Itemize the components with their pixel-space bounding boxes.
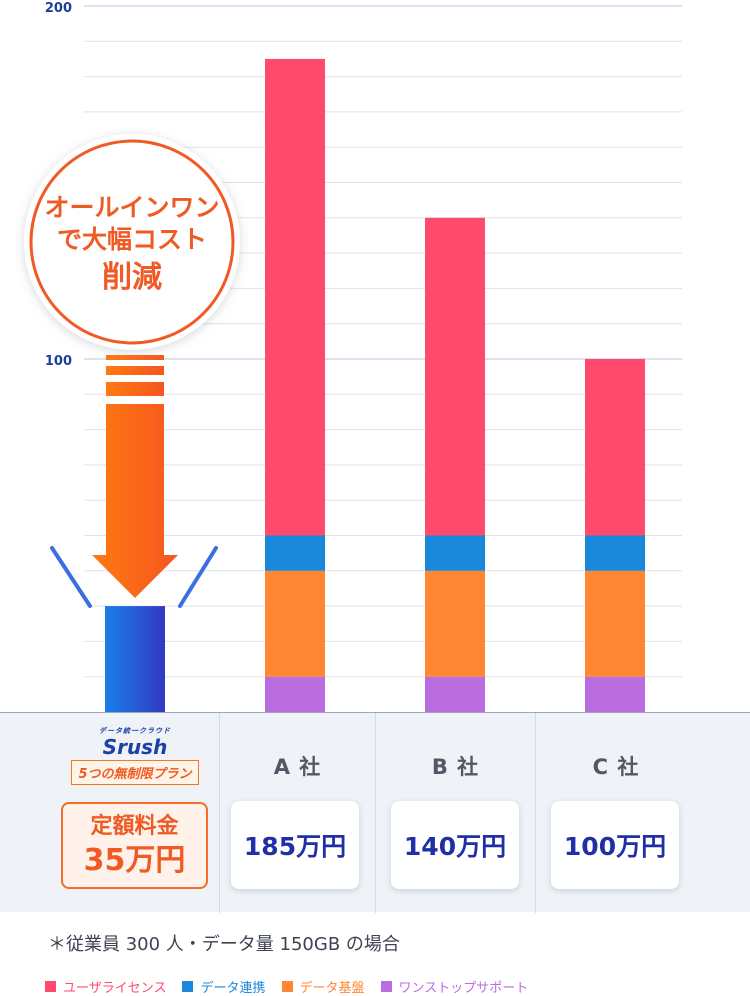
y-axis-ticks: 200 100 [45,1,72,369]
legend-item: ユーザライセンス [45,977,166,996]
bar-segment [265,58,325,536]
company-b-column: B 社 140万円 [376,713,536,913]
stacked-bar-chart: 200 100 オールインワン で大幅コスト 削減 [24,1,682,712]
bar-segment [425,570,485,677]
legend-label: データ基盤 [299,981,365,996]
bar-segment [425,217,485,536]
badge-line-1: オールインワン [44,193,219,222]
srush-logo: Srush [102,735,168,759]
legend-label: データ連携 [200,981,266,996]
arrow-stripe [106,382,164,396]
company-a-name: A 社 [273,755,322,779]
bar-segment [585,676,645,712]
badge-line-2: で大幅コスト [57,225,207,254]
legend-item: データ連携 [182,977,266,996]
legend-swatch [380,981,392,992]
footnote: ＊従業員 300 人・データ量 150GB の場合 [48,934,400,955]
bar-segment [585,535,645,571]
company-price-band: データ統一クラウド Srush 5つの無制限プラン 定額料金 35万円 A 社 … [0,712,750,913]
arrow-stripe [106,355,164,360]
bar-segment [425,676,485,712]
y-tick-label: 100 [45,354,72,369]
srush-highlight [50,355,218,608]
company-c-column: C 社 100万円 [536,713,750,913]
srush-plan-badge: 5つの無制限プラン [71,760,199,785]
srush-tagline: データ統一クラウド [99,727,171,735]
legend-label: ユーザライセンス [63,981,167,996]
legend-swatch [45,981,56,992]
company-c-price-card: 100万円 [551,801,679,889]
bar-segment [425,535,485,571]
down-arrow-icon [92,404,178,598]
company-b-name: B 社 [431,755,480,779]
srush-price-label: 定額料金 [90,814,179,839]
company-a-price-card: 185万円 [231,801,359,889]
srush-price: 35万円 [83,843,186,878]
bar-segment [265,535,325,571]
srush-price-card: 定額料金 35万円 [61,802,208,889]
bar-segment [265,570,325,677]
cost-reduction-badge: オールインワン で大幅コスト 削減 [24,134,240,350]
bars [105,58,645,712]
legend-swatch [281,981,293,992]
srush-logo-block: データ統一クラウド Srush 5つの無制限プラン [70,727,200,797]
company-b-price-card: 140万円 [391,801,519,889]
bar-segment [585,359,645,536]
legend: ユーザライセンス データ連携 データ基盤 ワンストップサポート [45,977,528,996]
badge-line-3: 削減 [102,260,162,295]
bar-srush [105,606,165,712]
company-c-name: C 社 [592,755,640,779]
legend-label: ワンストップサポート [398,981,529,996]
legend-swatch [182,981,194,992]
y-tick-label: 200 [45,1,72,16]
bar-segment [265,676,325,712]
legend-item: データ基盤 [281,977,365,996]
right-spark-line [178,546,218,608]
company-a-column: A 社 185万円 [220,713,376,913]
left-spark-line [50,546,92,608]
arrow-stripe [106,366,164,375]
srush-column: データ統一クラウド Srush 5つの無制限プラン 定額料金 35万円 [0,713,220,913]
legend-item: ワンストップサポート [380,977,529,996]
bar-segment [585,570,645,677]
